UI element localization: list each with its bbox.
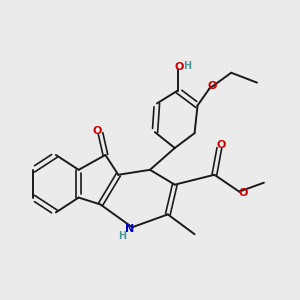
Text: O: O: [93, 126, 102, 136]
Text: O: O: [175, 62, 184, 72]
Text: O: O: [207, 81, 217, 91]
Text: H: H: [183, 61, 191, 71]
Text: O: O: [238, 188, 247, 198]
Text: N: N: [124, 224, 134, 234]
Text: H: H: [118, 231, 126, 241]
Text: O: O: [216, 140, 226, 150]
